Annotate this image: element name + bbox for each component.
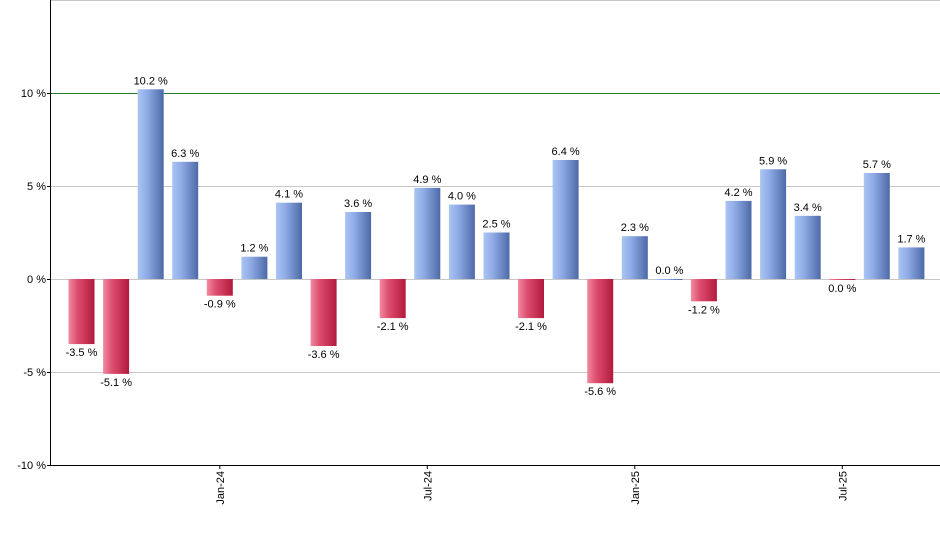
data-label: -3.6 % (308, 349, 340, 361)
data-label: 4.9 % (413, 174, 441, 186)
bar-Feb-24 (241, 256, 268, 279)
data-label: -5.6 % (584, 386, 616, 398)
data-label: 5.9 % (759, 155, 787, 167)
y-tick-label: -10 % (17, 460, 46, 472)
bar-Nov-23 (137, 89, 164, 279)
data-label: 6.4 % (552, 146, 580, 158)
bar-Apr-24 (310, 279, 337, 346)
bar-Dec-24 (587, 279, 614, 384)
bar-Sep-24 (483, 232, 510, 279)
data-label: -5.1 % (100, 377, 132, 389)
bar-Mar-25 (690, 279, 717, 302)
bar-Aug-25 (863, 173, 890, 279)
data-label: -0.9 % (204, 299, 236, 311)
data-label: 0.0 % (828, 283, 856, 295)
bar-May-24 (345, 212, 372, 279)
bar-Aug-24 (448, 204, 475, 279)
bar-Oct-24 (518, 279, 544, 319)
axes (47, 0, 940, 469)
x-tick-label: Jul-25 (837, 471, 849, 501)
bar-Dec-23 (172, 161, 199, 279)
bar-Jan-24 (206, 279, 233, 296)
data-label: -2.1 % (515, 321, 547, 333)
y-axis-tick-labels: 10 % 5 % 0 % -5 % -10 % (17, 88, 46, 472)
data-labels: -3.5 % -5.1 % 10.2 % 6.3 % -0.9 % 1.2 % 4.1 % -… (66, 75, 926, 398)
y-tick-label: 0 % (27, 274, 46, 286)
data-label: 4.1 % (275, 189, 303, 201)
y-tick-label: 5 % (27, 181, 46, 193)
data-label: -2.1 % (377, 321, 409, 333)
bar-Oct-23 (103, 279, 130, 374)
data-label: 4.0 % (448, 191, 476, 203)
bar-Sep-25 (898, 247, 925, 279)
data-label: 5.7 % (863, 159, 891, 171)
data-label: 3.4 % (794, 202, 822, 214)
x-tick-label: Jan-25 (630, 471, 642, 505)
bar-Jun-24 (379, 279, 406, 319)
bar-Jul-25 (829, 279, 856, 280)
bar-Mar-24 (276, 202, 302, 279)
bar-Sep-23 (68, 279, 95, 345)
bar-Feb-25 (656, 279, 683, 280)
x-tick-label: Jul-24 (422, 471, 434, 501)
data-label: 1.2 % (240, 243, 268, 255)
bars (68, 89, 925, 384)
data-label: 2.3 % (621, 222, 649, 234)
y-tick-label: 10 % (21, 88, 46, 100)
bar-Jul-24 (414, 187, 441, 279)
bar-Apr-25 (725, 200, 752, 279)
bar-May-25 (760, 169, 787, 279)
data-label: 1.7 % (897, 233, 925, 245)
data-label: 4.2 % (724, 187, 752, 199)
data-label: 10.2 % (134, 75, 168, 87)
data-label: 2.5 % (482, 219, 510, 231)
data-label: 3.6 % (344, 198, 372, 210)
data-label: 0.0 % (655, 265, 683, 277)
x-tick-label: Jan-24 (215, 471, 227, 505)
data-label: 6.3 % (171, 148, 199, 160)
y-tick-label: -5 % (23, 367, 46, 379)
x-axis-tick-labels: Jan-24 Jul-24 Jan-25 Jul-25 (215, 471, 849, 505)
bar-Jun-25 (794, 215, 821, 279)
bar-Jan-25 (621, 236, 648, 279)
data-label: -3.5 % (66, 347, 98, 359)
bar-Nov-24 (552, 160, 579, 279)
data-label: -1.2 % (688, 304, 720, 316)
